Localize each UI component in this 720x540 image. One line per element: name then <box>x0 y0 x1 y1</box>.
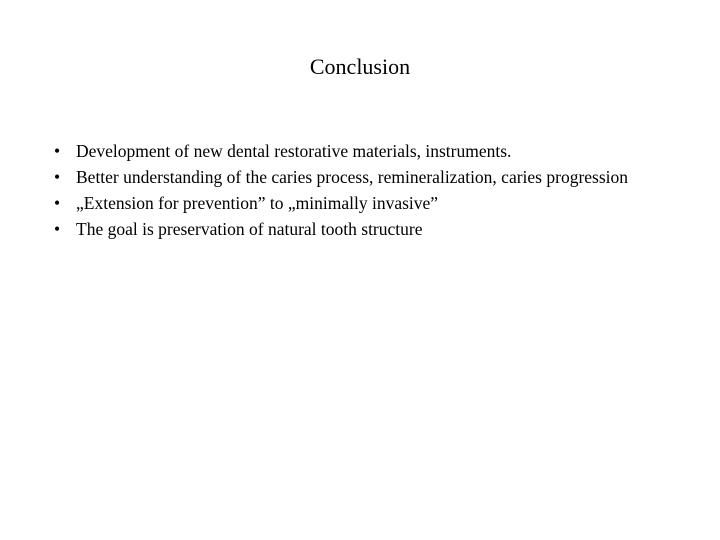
slide: Conclusion • Development of new dental r… <box>0 0 720 540</box>
list-item: • „Extension for prevention” to „minimal… <box>54 192 680 215</box>
bullet-text: Better understanding of the caries proce… <box>76 166 680 189</box>
list-item: • The goal is preservation of natural to… <box>54 218 680 241</box>
slide-title: Conclusion <box>0 54 720 80</box>
bullet-list: • Development of new dental restorative … <box>54 140 680 244</box>
list-item: • Development of new dental restorative … <box>54 140 680 163</box>
bullet-text: „Extension for prevention” to „minimally… <box>76 192 680 215</box>
bullet-icon: • <box>54 140 76 163</box>
bullet-icon: • <box>54 192 76 215</box>
list-item: • Better understanding of the caries pro… <box>54 166 680 189</box>
bullet-icon: • <box>54 218 76 241</box>
bullet-text: Development of new dental restorative ma… <box>76 140 680 163</box>
bullet-text: The goal is preservation of natural toot… <box>76 218 680 241</box>
bullet-icon: • <box>54 166 76 189</box>
